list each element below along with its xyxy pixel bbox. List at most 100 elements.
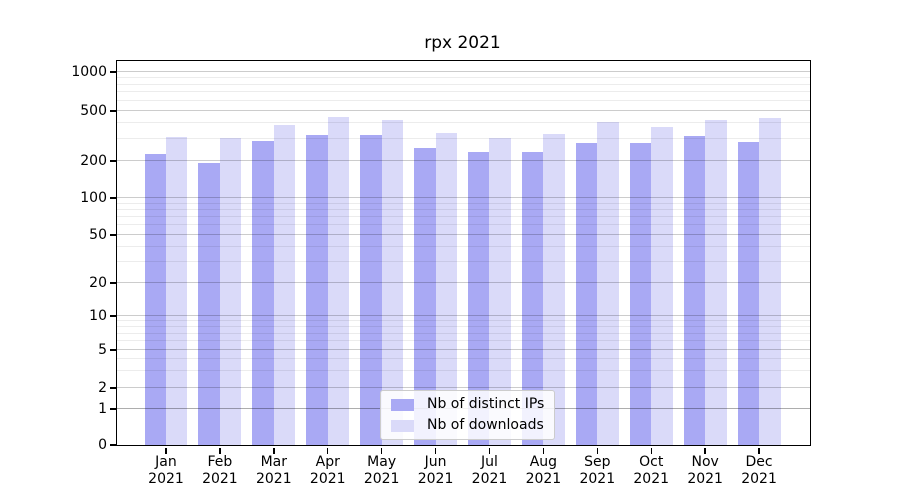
bar-downloads-nov: [705, 120, 727, 445]
y-tick-label: 200: [80, 153, 107, 169]
minor-gridline: [117, 224, 810, 226]
minor-gridline: [117, 76, 810, 78]
x-tick-mark: [380, 447, 383, 454]
bar-downloads-jan: [165, 136, 188, 445]
bar-downloads-jun: [435, 133, 458, 445]
legend-row-distinct-ips: Nb of distinct IPs: [391, 397, 544, 412]
x-tick-label: Mar 2021: [255, 454, 292, 487]
minor-gridline: [117, 99, 810, 101]
chart-title: rpx 2021: [424, 33, 501, 53]
x-tick-label: Apr 2021: [309, 454, 346, 487]
y-tick-label: 1000: [71, 63, 107, 80]
y-tick-mark: [109, 110, 116, 112]
x-tick-label: Jan 2021: [148, 454, 184, 487]
bar-distinct-ips-jun: [414, 148, 436, 445]
bar-distinct-ips-sep: [575, 143, 598, 445]
major-gridline: [117, 234, 810, 235]
bar-downloads-may: [381, 120, 404, 445]
bar-downloads-sep: [597, 121, 619, 445]
y-tick-mark: [109, 197, 116, 199]
x-tick-label: Jun 2021: [417, 454, 454, 487]
x-tick-mark: [704, 447, 706, 454]
bar-downloads-apr: [327, 117, 350, 445]
y-tick-label: 100: [80, 190, 107, 207]
bar-distinct-ips-oct: [629, 142, 652, 445]
minor-gridline: [117, 325, 810, 327]
y-tick-mark: [109, 160, 116, 162]
legend-swatch-downloads: [391, 419, 414, 432]
y-tick-mark: [109, 234, 116, 236]
major-gridline: [117, 70, 810, 72]
x-tick-mark: [758, 447, 760, 454]
bar-distinct-ips-nov: [683, 136, 706, 445]
bar-distinct-ips-aug: [521, 151, 544, 445]
x-tick-mark: [327, 447, 329, 454]
y-tick-mark: [109, 444, 116, 446]
y-tick-mark: [109, 408, 116, 410]
legend: Nb of distinct IPs Nb of downloads: [380, 390, 556, 440]
bar-distinct-ips-dec: [737, 141, 760, 445]
minor-gridline: [117, 340, 810, 342]
minor-gridline: [117, 216, 810, 218]
x-tick-mark: [488, 447, 491, 454]
major-gridline: [117, 282, 810, 283]
major-gridline: [117, 160, 810, 161]
legend-label-distinct-ips: Nb of distinct IPs: [427, 396, 545, 412]
bar-downloads-aug: [543, 133, 565, 445]
bar-distinct-ips-mar: [252, 141, 274, 445]
major-gridline: [117, 387, 810, 389]
bar-distinct-ips-may: [360, 135, 382, 445]
minor-gridline: [117, 370, 810, 372]
legend-row-downloads: Nb of downloads: [391, 418, 544, 433]
legend-label-downloads: Nb of downloads: [427, 417, 544, 433]
y-tick-mark: [109, 282, 116, 284]
x-tick-label: Feb 2021: [202, 454, 238, 487]
minor-gridline: [117, 208, 810, 210]
major-gridline: [117, 197, 810, 199]
x-tick-label: Aug 2021: [525, 454, 562, 487]
bar-downloads-jul: [489, 138, 511, 445]
y-tick-label: 50: [89, 227, 107, 243]
x-tick-label: Sep 2021: [579, 454, 616, 487]
legend-swatch-distinct-ips: [391, 398, 414, 411]
x-tick-mark: [542, 447, 545, 454]
y-tick-mark: [109, 71, 116, 73]
x-tick-label: May 2021: [363, 454, 400, 487]
x-tick-label: Dec 2021: [741, 454, 777, 487]
y-tick-label: 0: [98, 437, 107, 453]
y-tick-label: 5: [98, 342, 107, 358]
x-tick-mark: [165, 447, 167, 454]
minor-gridline: [117, 245, 810, 247]
bar-downloads-feb: [219, 138, 242, 445]
y-tick-label: 1: [98, 400, 107, 417]
minor-gridline: [117, 122, 810, 124]
minor-gridline: [117, 358, 810, 360]
minor-gridline: [117, 320, 810, 322]
y-tick-label: 500: [80, 103, 107, 119]
minor-gridline: [117, 83, 810, 85]
minor-gridline: [117, 91, 810, 93]
bar-distinct-ips-apr: [306, 135, 328, 445]
bar-downloads-mar: [273, 125, 296, 445]
y-tick-mark: [109, 387, 116, 389]
minor-gridline: [117, 137, 810, 139]
bar-downloads-dec: [759, 117, 781, 445]
bar-distinct-ips-jan: [144, 153, 166, 445]
x-tick-mark: [650, 447, 652, 454]
x-tick-label: Nov 2021: [687, 454, 723, 487]
bar-distinct-ips-feb: [198, 162, 220, 445]
x-tick-label: Jul 2021: [471, 454, 508, 487]
minor-gridline: [117, 260, 810, 262]
x-tick-mark: [434, 447, 437, 454]
plot-area: Nb of distinct IPs Nb of downloads Jan 20…: [71, 60, 811, 487]
bar-downloads-oct: [651, 127, 673, 445]
y-tick-label: 10: [89, 308, 107, 325]
minor-gridline: [117, 332, 810, 334]
y-tick-label: 20: [89, 275, 107, 291]
major-gridline: [117, 110, 810, 111]
major-gridline: [117, 315, 810, 317]
x-tick-mark: [596, 447, 598, 454]
minor-gridline: [117, 202, 810, 204]
y-tick-mark: [109, 315, 116, 317]
